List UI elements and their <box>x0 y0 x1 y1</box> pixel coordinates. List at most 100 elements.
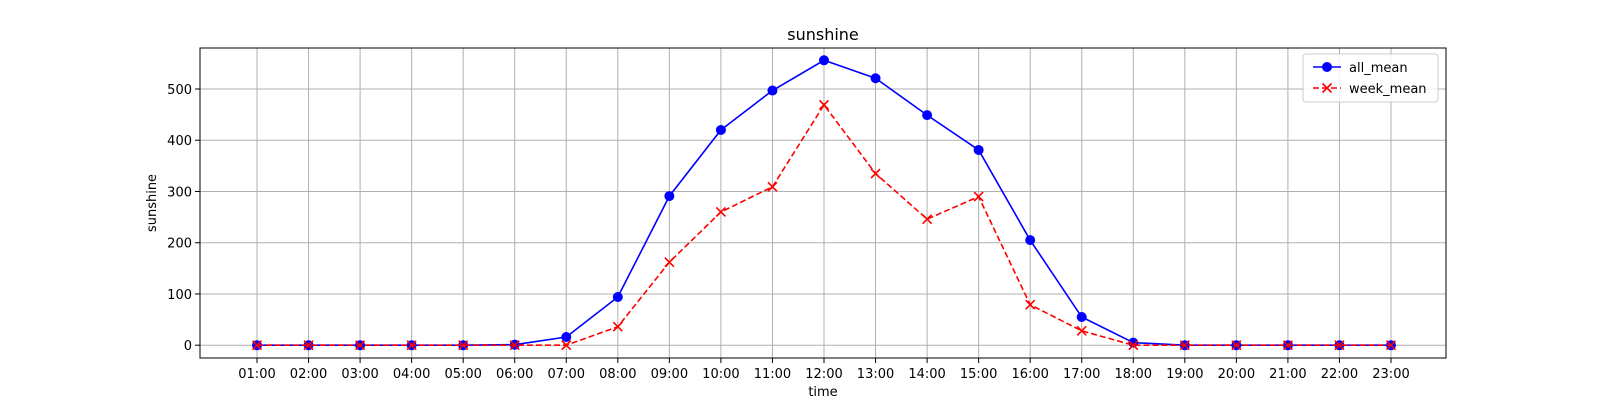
x-tick-label: 12:00 <box>805 367 842 382</box>
x-tick-label: 14:00 <box>908 367 945 382</box>
legend-label: all_mean <box>1349 61 1408 76</box>
data-point-all_mean <box>922 110 933 121</box>
data-point-week_mean <box>1282 340 1293 351</box>
data-point-week_mean <box>973 191 984 202</box>
data-point-week_mean <box>303 340 314 351</box>
x-tick-label: 18:00 <box>1115 367 1152 382</box>
chart-title: sunshine <box>787 25 859 44</box>
y-tick-label: 400 <box>167 134 192 149</box>
data-point-week_mean-stroke <box>355 340 366 351</box>
data-point-week_mean <box>922 214 933 225</box>
series-layer <box>251 55 1397 351</box>
legend-marker <box>1322 62 1332 72</box>
x-tick-label: 22:00 <box>1321 367 1358 382</box>
data-point-week_mean-stroke <box>1231 340 1242 351</box>
x-tick-label: 17:00 <box>1063 367 1100 382</box>
data-point-week_mean <box>767 181 778 192</box>
data-point-week_mean-stroke <box>458 340 469 351</box>
x-tick-label: 23:00 <box>1372 367 1409 382</box>
y-tick-label: 500 <box>167 83 192 98</box>
x-tick-label: 02:00 <box>290 367 327 382</box>
data-point-week_mean-stroke <box>406 340 417 351</box>
x-tick-label: 09:00 <box>651 367 688 382</box>
data-point-week_mean-stroke <box>251 340 263 351</box>
data-point-week_mean-stroke <box>1385 340 1397 351</box>
data-point-week_mean <box>870 168 881 179</box>
data-point-week_mean-stroke <box>715 206 726 218</box>
x-tick-label: 03:00 <box>341 367 378 382</box>
data-point-week_mean-stroke <box>1025 299 1036 310</box>
x-tick-label: 05:00 <box>444 367 481 382</box>
data-point-week_mean <box>1128 340 1139 351</box>
data-point-week_mean-stroke <box>1282 340 1293 351</box>
series-week_mean <box>251 99 1397 351</box>
data-point-week_mean-stroke <box>561 340 572 351</box>
data-point-week_mean-stroke <box>922 214 933 225</box>
x-tick-label: 19:00 <box>1166 367 1203 382</box>
data-point-all_mean <box>870 73 881 84</box>
data-point-week_mean-stroke <box>1076 325 1087 336</box>
plot-frame <box>199 47 1447 359</box>
x-tick-label: 15:00 <box>960 367 997 382</box>
x-tick-label: 08:00 <box>599 367 636 382</box>
y-tick-label: 0 <box>184 339 192 354</box>
data-point-all_mean <box>973 144 984 155</box>
data-point-week_mean-stroke <box>767 181 778 192</box>
y-tick-label: 200 <box>167 237 192 252</box>
data-point-week_mean <box>251 340 263 351</box>
x-tick-label: 16:00 <box>1011 367 1048 382</box>
data-point-week_mean-stroke <box>973 191 984 202</box>
data-point-all_mean <box>561 331 572 342</box>
x-axis-label: time <box>808 385 837 400</box>
data-point-week_mean-stroke <box>818 99 830 110</box>
data-point-week_mean-stroke <box>303 340 314 351</box>
x-tick-label: 10:00 <box>702 367 739 382</box>
data-point-week_mean-stroke <box>664 257 675 268</box>
x-tick-label: 01:00 <box>238 367 275 382</box>
data-point-week_mean <box>1076 325 1087 336</box>
data-point-week_mean-stroke <box>1334 340 1345 351</box>
data-point-week_mean <box>509 340 520 351</box>
data-point-week_mean <box>664 257 675 268</box>
x-tick-label: 04:00 <box>393 367 430 382</box>
data-point-week_mean-stroke <box>1128 340 1139 351</box>
ticks: 01:00 02:00 03:00 04:00 05:00 06:00 07:00 08:00… <box>167 83 1410 382</box>
legend-box <box>1302 53 1439 103</box>
data-point-week_mean <box>355 340 366 351</box>
legend-marker-stroke <box>1321 82 1333 94</box>
data-point-all_mean <box>664 191 675 202</box>
legend: all_mean week_mean <box>1302 53 1439 103</box>
data-point-all_mean <box>1076 312 1087 323</box>
legend-entry-week_mean: week_mean <box>1313 82 1427 97</box>
y-axis-label: sunshine <box>145 174 160 232</box>
data-point-week_mean-stroke <box>509 340 520 351</box>
data-point-week_mean-stroke <box>1179 340 1190 351</box>
data-point-week_mean <box>715 206 726 218</box>
data-point-week_mean <box>561 340 572 351</box>
x-tick-label: 06:00 <box>496 367 533 382</box>
data-point-week_mean <box>818 99 830 110</box>
x-tick-label: 20:00 <box>1218 367 1255 382</box>
data-point-week_mean <box>1334 340 1345 351</box>
y-tick-label: 100 <box>167 288 192 303</box>
data-point-all_mean <box>767 85 778 96</box>
x-tick-label: 13:00 <box>857 367 894 382</box>
data-point-week_mean <box>458 340 469 351</box>
data-point-week_mean <box>1179 340 1190 351</box>
y-tick-label: 300 <box>167 185 192 200</box>
data-point-all_mean <box>1025 235 1036 246</box>
data-point-week_mean <box>1231 340 1242 351</box>
data-point-week_mean <box>406 340 417 351</box>
data-point-week_mean <box>612 321 623 332</box>
legend-entry-all_mean: all_mean <box>1313 61 1408 76</box>
legend-marker <box>1321 82 1333 94</box>
data-point-week_mean-stroke <box>870 168 881 179</box>
series-line-week_mean <box>257 103 1391 346</box>
x-tick-label: 07:00 <box>548 367 585 382</box>
data-point-week_mean <box>1025 299 1036 310</box>
x-tick-label: 21:00 <box>1269 367 1306 382</box>
data-point-week_mean <box>1385 340 1397 351</box>
data-point-week_mean-stroke <box>612 321 623 332</box>
